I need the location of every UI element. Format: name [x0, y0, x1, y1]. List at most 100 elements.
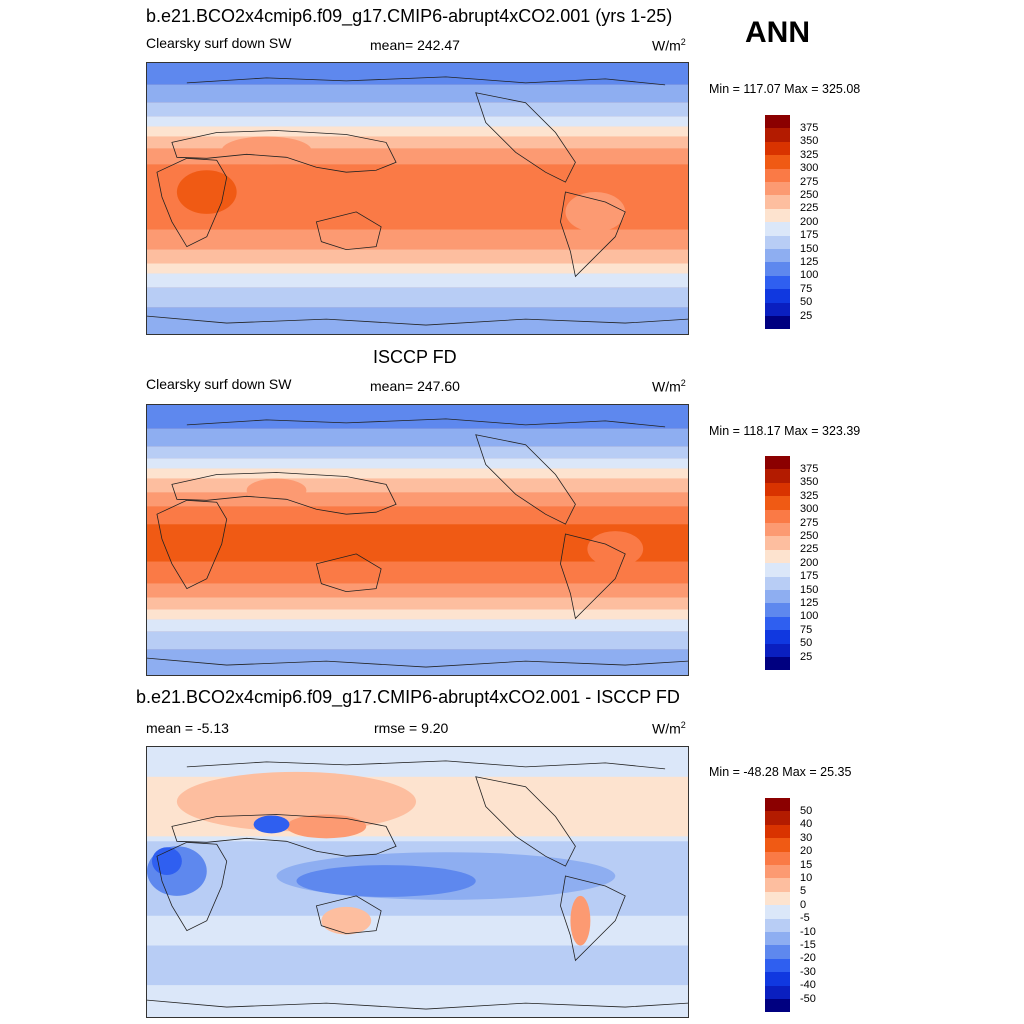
colorbar-swatch — [765, 563, 790, 577]
panel1-mean-label: mean= 242.47 — [370, 37, 460, 53]
colorbar-swatch — [765, 932, 790, 946]
colorbar-label: 150 — [800, 242, 819, 255]
colorbar-label: 50 — [800, 296, 813, 309]
colorbar-swatch — [765, 456, 790, 470]
colorbar-label: 375 — [800, 122, 819, 134]
colorbar-label: -20 — [800, 952, 816, 965]
colorbar-swatch — [765, 115, 790, 129]
colorbar-label: 150 — [800, 583, 819, 596]
colorbar-swatch — [765, 141, 790, 156]
colorbar-label: -30 — [800, 965, 816, 978]
colorbar-swatch — [765, 509, 790, 523]
colorbar-swatch — [765, 945, 790, 959]
colorbar-label: 75 — [800, 623, 813, 636]
panel1-map-plot — [147, 63, 688, 334]
colorbar-label: 300 — [800, 162, 819, 175]
colorbar-label: 50 — [800, 805, 813, 817]
colorbar-swatch — [765, 275, 790, 290]
panel3-title: b.e21.BCO2x4cmip6.f09_g17.CMIP6-abrupt4x… — [136, 687, 680, 707]
colorbar-swatch — [765, 999, 790, 1013]
colorbar-swatch — [765, 878, 790, 892]
colorbar-swatch — [765, 918, 790, 932]
colorbar-label: 15 — [800, 858, 813, 871]
colorbar-label: 30 — [800, 831, 813, 844]
colorbar-label: 275 — [800, 175, 819, 188]
colorbar-swatch — [765, 249, 790, 263]
colorbar-swatch — [765, 576, 790, 590]
colorbar-swatch — [765, 811, 790, 825]
colorbar-swatch — [765, 482, 790, 497]
colorbar-label: 100 — [800, 269, 819, 282]
colorbar-swatch — [765, 616, 790, 631]
colorbar-label: 75 — [800, 282, 813, 295]
panel2-map-plot — [147, 405, 688, 675]
colorbar-label: 375 — [800, 463, 819, 475]
colorbar-label: 200 — [800, 215, 819, 228]
colorbar-swatch — [765, 838, 790, 852]
colorbar-swatch — [765, 630, 790, 644]
panel3-units: W/m2 — [652, 720, 686, 737]
season-label: ANN — [745, 16, 810, 49]
colorbar-swatch — [765, 536, 790, 550]
colorbar-label: -50 — [800, 992, 816, 1005]
colorbar-swatch — [765, 222, 790, 236]
colorbar-swatch — [765, 469, 790, 483]
colorbar-label: 225 — [800, 202, 819, 215]
panel1-variable-label: Clearsky surf down SW — [146, 35, 292, 51]
colorbar-swatch — [765, 262, 790, 276]
colorbar-label: 325 — [800, 489, 819, 502]
colorbar-label: 250 — [800, 530, 819, 542]
colorbar-swatch — [765, 195, 790, 209]
colorbar-swatch — [765, 208, 790, 223]
colorbar-swatch — [765, 235, 790, 249]
panel1-title: b.e21.BCO2x4cmip6.f09_g17.CMIP6-abrupt4x… — [146, 6, 673, 26]
colorbar-label: 275 — [800, 516, 819, 529]
panel3-mean-label: mean = -5.13 — [146, 720, 229, 736]
colorbar-label: 225 — [800, 543, 819, 556]
colorbar-label: 10 — [800, 872, 813, 884]
colorbar-swatch — [765, 182, 790, 196]
colorbar-swatch — [765, 155, 790, 169]
colorbar-label: 20 — [800, 845, 813, 858]
panel2-mean-label: mean= 247.60 — [370, 378, 460, 394]
colorbar-label: 300 — [800, 503, 819, 516]
colorbar-label: 25 — [800, 309, 813, 322]
colorbar-swatch — [765, 958, 790, 973]
colorbar-label: 5 — [800, 885, 807, 898]
colorbar-swatch — [765, 496, 790, 510]
colorbar-swatch — [765, 316, 790, 330]
panel2-minmax: Min = 118.17 Max = 323.39 — [709, 424, 861, 438]
colorbar-swatch — [765, 289, 790, 303]
colorbar-swatch — [765, 905, 790, 919]
panel2-units: W/m2 — [652, 378, 686, 395]
colorbar-label: 350 — [800, 476, 819, 489]
colorbar-swatch — [765, 851, 790, 865]
panel1-units: W/m2 — [652, 37, 686, 54]
colorbar-label: 175 — [800, 570, 819, 583]
colorbar-label: 25 — [800, 650, 813, 663]
colorbar-swatch — [765, 824, 790, 839]
panel3-map — [146, 746, 689, 1018]
colorbar-swatch — [765, 643, 790, 657]
panel1-map — [146, 62, 689, 335]
colorbar-swatch — [765, 798, 790, 812]
colorbar-swatch — [765, 549, 790, 564]
colorbar-label: 175 — [800, 229, 819, 242]
panel2-title: ISCCP FD — [373, 347, 457, 367]
colorbar-label: 125 — [800, 597, 819, 609]
colorbar-swatch — [765, 972, 790, 986]
panel3-rmse-label: rmse = 9.20 — [374, 720, 449, 736]
colorbar-label: 250 — [800, 189, 819, 201]
colorbar-label: -40 — [800, 979, 816, 992]
colorbar-swatch — [765, 168, 790, 182]
colorbar-label: -10 — [800, 925, 816, 938]
colorbar-swatch — [765, 985, 790, 999]
colorbar-swatch — [765, 302, 790, 316]
colorbar-label: 125 — [800, 256, 819, 268]
colorbar-label: 50 — [800, 637, 813, 650]
colorbar-swatch — [765, 523, 790, 537]
panel2-variable-label: Clearsky surf down SW — [146, 376, 292, 392]
colorbar-label: -5 — [800, 912, 810, 925]
colorbar-label: 100 — [800, 610, 819, 623]
colorbar-label: 200 — [800, 556, 819, 569]
